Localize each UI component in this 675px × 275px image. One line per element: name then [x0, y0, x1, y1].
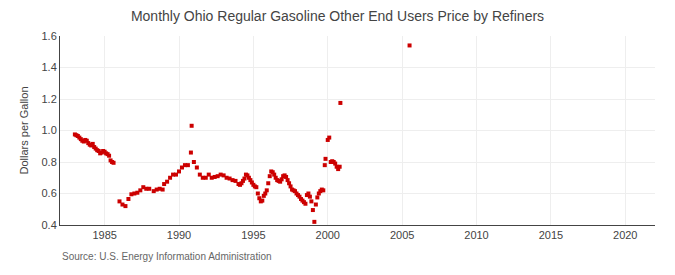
svg-text:2015: 2015 — [539, 229, 563, 241]
svg-text:1990: 1990 — [167, 229, 191, 241]
svg-text:0.8: 0.8 — [42, 156, 57, 168]
svg-text:2005: 2005 — [390, 229, 414, 241]
svg-text:1.4: 1.4 — [42, 61, 57, 73]
svg-text:1.6: 1.6 — [42, 30, 57, 42]
svg-text:0.4: 0.4 — [42, 219, 57, 231]
svg-text:1985: 1985 — [92, 229, 116, 241]
svg-text:1995: 1995 — [241, 229, 265, 241]
svg-text:2010: 2010 — [464, 229, 488, 241]
svg-text:Dollars per Gallon: Dollars per Gallon — [18, 86, 30, 174]
svg-text:1.2: 1.2 — [42, 93, 57, 105]
svg-text:Source: U.S. Energy Informatio: Source: U.S. Energy Information Administ… — [62, 251, 272, 262]
svg-text:2000: 2000 — [316, 229, 340, 241]
svg-text:2020: 2020 — [613, 229, 637, 241]
svg-text:Monthly Ohio Regular Gasoline: Monthly Ohio Regular Gasoline Other End … — [131, 8, 544, 24]
svg-text:0.6: 0.6 — [42, 187, 57, 199]
svg-text:1.0: 1.0 — [42, 124, 57, 136]
